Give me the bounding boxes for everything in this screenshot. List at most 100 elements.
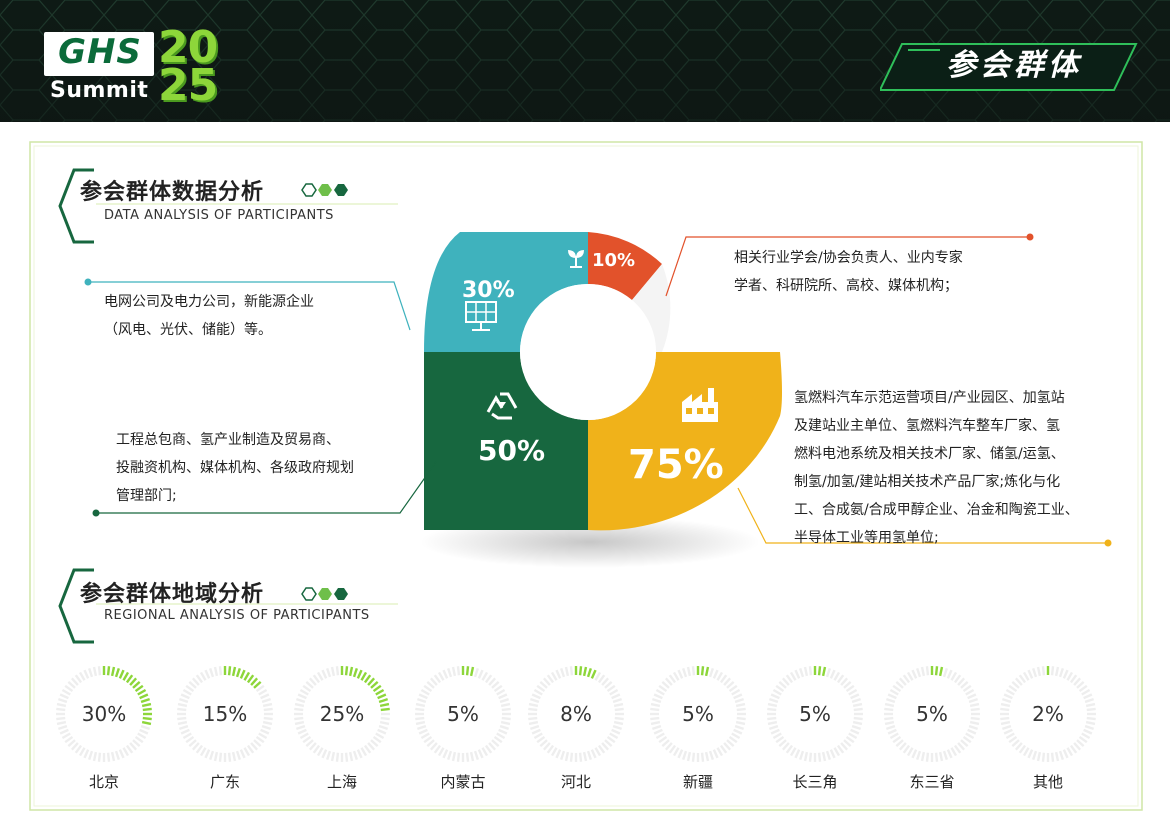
ring-tick-track (772, 688, 782, 696)
title-frame (880, 43, 1138, 91)
ring-tick-track (808, 666, 813, 676)
ring-tick-track (601, 677, 610, 686)
ring-tick-track (1001, 698, 1012, 704)
ring-tick-track (833, 747, 841, 757)
ring-tick-track (884, 720, 895, 726)
ring-tick-track (1073, 677, 1082, 686)
ring-tick-track (736, 707, 746, 712)
ring-tick-filled (239, 669, 246, 679)
ring-tick-track (529, 698, 540, 704)
ring-tick-track (848, 732, 858, 740)
ring-tick-track (1058, 750, 1064, 761)
ring-tick-track (64, 684, 74, 693)
ring-tick-track (1073, 742, 1082, 751)
ring-tick-track (833, 671, 841, 681)
ring-tick-track (64, 735, 74, 744)
ring-tick-track (110, 751, 116, 762)
ring-tick-track (803, 751, 809, 762)
ring-tick-track (597, 744, 606, 754)
ring-tick-track (61, 732, 71, 740)
ring-tick-filled (370, 680, 379, 689)
region-name: 新疆 (682, 773, 713, 791)
ring-tick-track (1085, 702, 1096, 708)
ring-tick-filled (125, 674, 134, 684)
ring-tick-track (180, 728, 190, 735)
ring-tick-track (299, 732, 309, 740)
region-percent: 25% (319, 702, 365, 726)
region-ring: 5% (882, 664, 982, 764)
region-percent: 5% (682, 702, 714, 726)
ring-tick-track (892, 684, 902, 693)
ring-tick-track (586, 750, 592, 761)
ring-tick-track (967, 693, 977, 700)
ring-tick-track (88, 750, 94, 761)
ring-tick-track (1069, 674, 1078, 684)
ring-tick-track (735, 720, 746, 726)
region-ring: 5% (413, 664, 513, 764)
ring-tick-track (378, 724, 389, 730)
ring-tick-track (840, 742, 849, 751)
ring-tick-track (70, 677, 79, 686)
ring-tick-track (499, 724, 510, 730)
ring-tick-track (344, 752, 349, 762)
ring-tick-track (1000, 716, 1010, 721)
ring-tick-track (188, 739, 197, 748)
ring-tick-track (501, 707, 511, 712)
ring-tick-track (569, 752, 574, 762)
ring-tick-track (884, 702, 895, 708)
ring-tick-track (651, 698, 662, 704)
ring-tick-track (423, 684, 433, 693)
ring-tick-track (1054, 666, 1060, 677)
ring-tick-track (209, 750, 215, 761)
ring-tick-track (604, 739, 613, 748)
ring-tick-track (70, 742, 79, 751)
ring-tick-track (661, 680, 670, 689)
ring-tick-track (447, 667, 453, 678)
ring-tick-track (852, 702, 863, 708)
ring-tick-track (465, 752, 470, 762)
ring-tick-track (884, 707, 894, 712)
ring-tick-track (218, 752, 223, 762)
ring-tick-track (106, 752, 111, 762)
ring-tick-track (491, 739, 500, 748)
ring-tick-track (195, 744, 204, 754)
ring-tick-track (423, 735, 433, 744)
ring-tick-track (564, 751, 570, 762)
ring-tick-track (767, 702, 778, 708)
ring-tick-track (56, 702, 67, 708)
ring-tick-track (372, 735, 382, 744)
ring-tick-filled (356, 669, 363, 679)
ring-tick-track (950, 671, 958, 681)
ring-tick-track (767, 716, 777, 721)
desc-line: 及建站业主单位、氢燃料汽车整车厂家、氢 (794, 418, 1060, 434)
ring-tick-track (260, 728, 270, 735)
ring-tick-track (1003, 728, 1013, 735)
ring-tick-track (1084, 724, 1095, 730)
ring-tick-track (614, 707, 624, 712)
ring-tick-track (650, 707, 660, 712)
ring-tick-track (658, 735, 668, 744)
ring-tick-track (1005, 688, 1015, 696)
ring-tick-track (564, 666, 570, 677)
ring-tick-track (902, 744, 911, 754)
ring-tick-track (789, 747, 797, 757)
ring-tick-track (925, 666, 930, 676)
ring-tick-track (78, 671, 86, 681)
ring-tick-track (1003, 693, 1013, 700)
ring-tick-track (481, 671, 489, 681)
ring-tick-track (261, 724, 272, 730)
ring-tick-track (821, 751, 827, 762)
ring-tick-track (59, 693, 69, 700)
ring-tick-track (1066, 747, 1074, 757)
segment-75 (588, 352, 782, 531)
ring-tick-track (664, 677, 673, 686)
logo-year-top: 20 (158, 22, 218, 73)
ring-tick-track (379, 720, 390, 726)
ring-tick-track (129, 742, 138, 751)
solar-panel-icon (465, 301, 497, 331)
ring-tick-track (231, 751, 237, 762)
ring-tick-track (1086, 707, 1096, 712)
desc-line: 工程总包商、氢产业制造及贸易商、 (116, 432, 340, 448)
region-name: 上海 (326, 773, 357, 791)
ring-tick-track (898, 742, 907, 751)
